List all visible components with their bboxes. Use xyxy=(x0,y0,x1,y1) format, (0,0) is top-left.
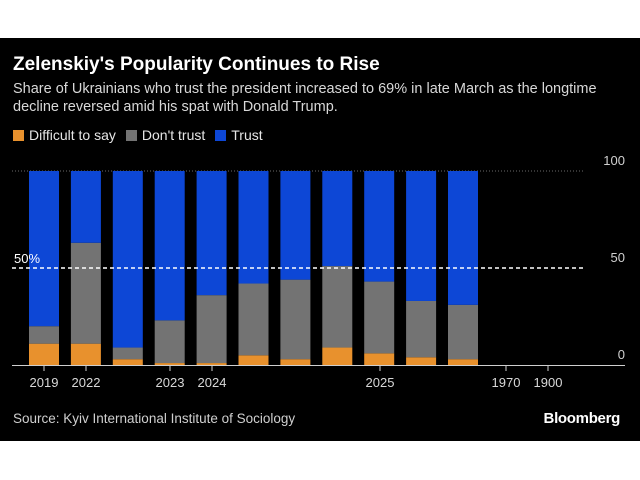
bar-difficult-to-say-1 xyxy=(70,343,101,365)
legend-label-trust: Trust xyxy=(231,127,263,143)
bloomberg-logo: Bloomberg xyxy=(543,410,621,427)
source-note: Source: Kyiv International Institute of … xyxy=(13,411,296,426)
bar-difficult-to-say-6 xyxy=(280,359,311,365)
legend-swatch-dont-trust xyxy=(125,129,137,141)
bar-difficult-to-say-4 xyxy=(196,363,227,365)
legend-label-difficult: Difficult to say xyxy=(29,127,116,143)
legend-swatch-trust xyxy=(215,129,227,141)
bar-difficult-to-say-9 xyxy=(406,357,437,365)
x-tick-label-2022: 2022 xyxy=(72,375,101,390)
bar-trust-7 xyxy=(322,171,353,267)
bar-trust-4 xyxy=(196,171,227,296)
y-tick-label-50: 50 xyxy=(611,250,625,265)
y-tick-label-100: 100 xyxy=(603,153,625,168)
bar-difficult-to-say-2 xyxy=(112,359,143,365)
bar-trust-0 xyxy=(29,171,59,327)
legend: Difficult to say Don't trust Trust xyxy=(13,127,273,143)
bar-trust-10 xyxy=(448,171,478,305)
chart-card: Zelenskiy's Popularity Continues to Rise… xyxy=(0,38,640,441)
chart-title: Zelenskiy's Popularity Continues to Rise xyxy=(13,54,380,75)
bar-don-t-trust-5 xyxy=(238,283,269,356)
bar-difficult-to-say-8 xyxy=(364,353,395,365)
x-tick-label-2019: 2019 xyxy=(30,375,59,390)
x-tick-label-2024: 2024 xyxy=(198,375,227,390)
bar-don-t-trust-2 xyxy=(112,347,143,360)
bar-don-t-trust-4 xyxy=(196,295,227,364)
bar-difficult-to-say-5 xyxy=(238,355,269,365)
bar-difficult-to-say-0 xyxy=(29,343,59,365)
x-tick-label-1900: 1900 xyxy=(534,375,563,390)
bar-don-t-trust-1 xyxy=(70,242,101,344)
x-tick-label-2023: 2023 xyxy=(156,375,185,390)
bar-don-t-trust-9 xyxy=(406,300,437,358)
bar-difficult-to-say-10 xyxy=(448,359,478,365)
bar-trust-5 xyxy=(238,171,269,284)
bar-difficult-to-say-3 xyxy=(154,363,185,365)
x-tick-label-2025: 2025 xyxy=(366,375,395,390)
legend-swatch-difficult xyxy=(13,129,24,141)
stacked-bar-chart: 50% 0 50 100 2019 2022 2023 2024 2025 1970 1900 xyxy=(12,153,625,390)
x-tick-label-1970: 1970 xyxy=(492,375,521,390)
y-tick-label-0: 0 xyxy=(618,347,625,362)
bar-don-t-trust-8 xyxy=(364,281,395,354)
bar-don-t-trust-10 xyxy=(448,304,478,360)
bar-trust-9 xyxy=(406,171,437,301)
bar-trust-8 xyxy=(364,171,395,282)
bar-trust-2 xyxy=(112,171,143,348)
legend-item-difficult: Difficult to say xyxy=(13,127,116,143)
chart-subtitle: Share of Ukrainians who trust the presid… xyxy=(13,81,597,115)
bar-trust-3 xyxy=(154,171,185,321)
reference-label: 50% xyxy=(14,251,40,266)
bar-don-t-trust-3 xyxy=(154,320,185,364)
bar-don-t-trust-0 xyxy=(29,326,59,344)
bar-trust-6 xyxy=(280,171,311,280)
bar-don-t-trust-7 xyxy=(322,266,353,348)
bar-difficult-to-say-7 xyxy=(322,347,353,365)
legend-item-trust: Trust xyxy=(215,127,263,143)
legend-item-dont-trust: Don't trust xyxy=(125,127,206,143)
legend-label-dont-trust: Don't trust xyxy=(141,127,206,143)
bar-don-t-trust-6 xyxy=(280,279,311,360)
bar-trust-1 xyxy=(70,171,101,243)
